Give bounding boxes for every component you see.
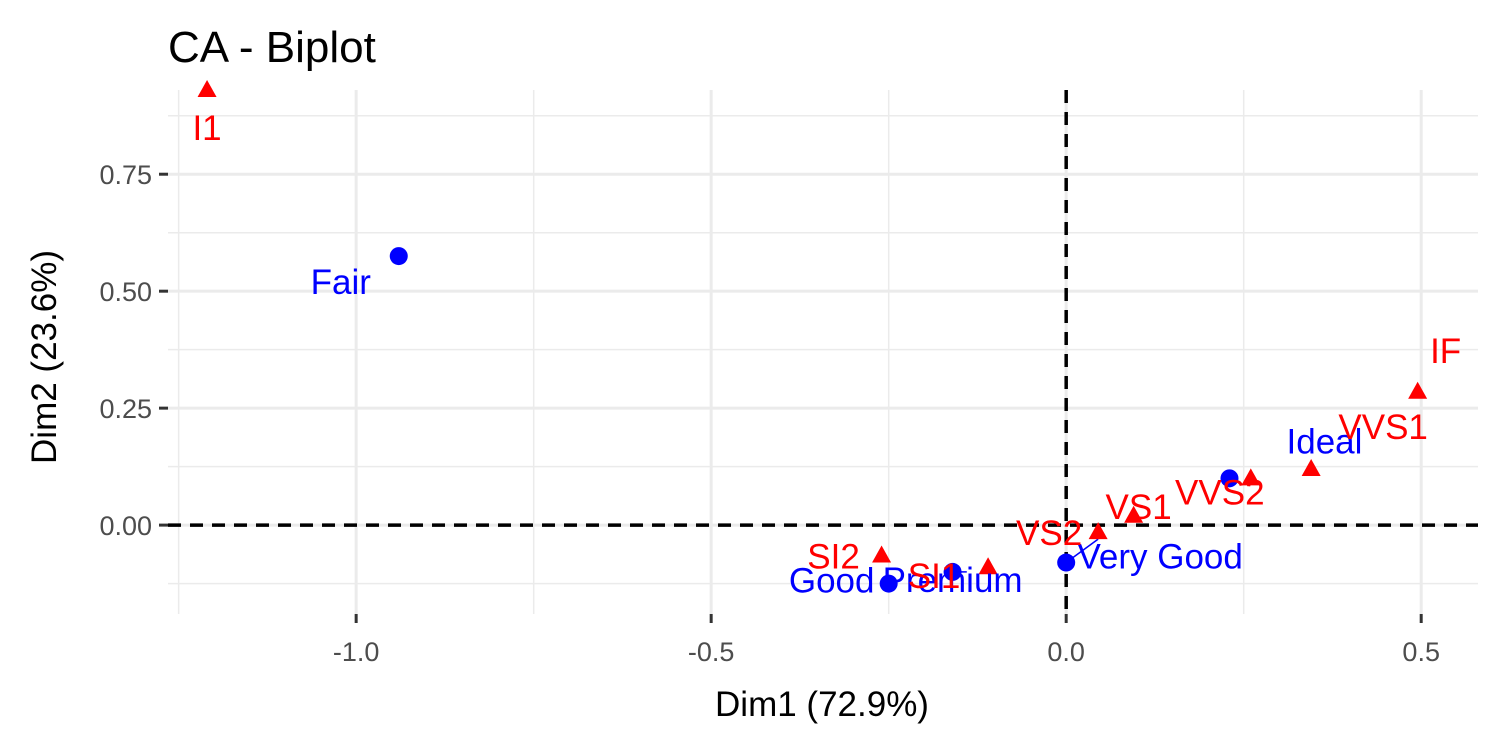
point-good xyxy=(879,574,898,593)
label-vs1: VS1 xyxy=(1106,488,1172,527)
point-si2 xyxy=(872,545,892,563)
point-labels: Fair Good Very Good Premium Ideal I1 SI2 SI1 VS2… xyxy=(192,109,1461,601)
point-si1 xyxy=(978,557,998,575)
x-tick-label: -1.0 xyxy=(333,637,380,667)
x-tick-label: 0.0 xyxy=(1047,637,1085,667)
point-i1 xyxy=(197,80,217,97)
y-tick-label: 0.50 xyxy=(99,277,152,307)
label-vvs1: VVS1 xyxy=(1338,408,1428,447)
label-si1: SI1 xyxy=(908,557,961,596)
label-premium: Premium xyxy=(883,561,1023,600)
point-very-good xyxy=(1057,553,1076,572)
y-axis-title: Dim2 (23.6%) xyxy=(25,250,64,464)
label-ideal: Ideal xyxy=(1287,422,1363,461)
label-if: IF xyxy=(1430,332,1461,371)
y-tick-label: 0.00 xyxy=(99,511,152,541)
axes: 0.00 0.25 0.50 0.75 -1.0 -0.5 0.0 0.5 xyxy=(99,160,1440,667)
point-vs2 xyxy=(1088,522,1108,540)
y-tick-label: 0.25 xyxy=(99,394,152,424)
label-si2: SI2 xyxy=(807,538,860,577)
x-tick-label: 0.5 xyxy=(1402,637,1440,667)
chart-title: CA - Biplot xyxy=(168,23,376,72)
label-i1: I1 xyxy=(192,109,221,148)
label-vvs2: VVS2 xyxy=(1175,473,1265,512)
point-if xyxy=(1408,381,1428,399)
grid xyxy=(168,90,1478,614)
reference-lines xyxy=(168,90,1478,614)
x-axis-title: Dim1 (72.9%) xyxy=(715,685,929,724)
point-vs1 xyxy=(1124,505,1144,523)
point-fair xyxy=(389,247,408,266)
y-tick-label: 0.75 xyxy=(99,160,152,190)
point-vvs2 xyxy=(1241,468,1261,486)
label-very-good: Very Good xyxy=(1077,538,1242,577)
point-ideal xyxy=(1220,469,1239,488)
point-vvs1 xyxy=(1301,458,1321,476)
point-premium xyxy=(943,562,962,581)
label-good: Good xyxy=(789,562,875,601)
x-tick-label: -0.5 xyxy=(688,637,735,667)
label-fair: Fair xyxy=(311,263,372,302)
label-vs2: VS2 xyxy=(1016,514,1082,553)
data-points xyxy=(197,80,1428,593)
